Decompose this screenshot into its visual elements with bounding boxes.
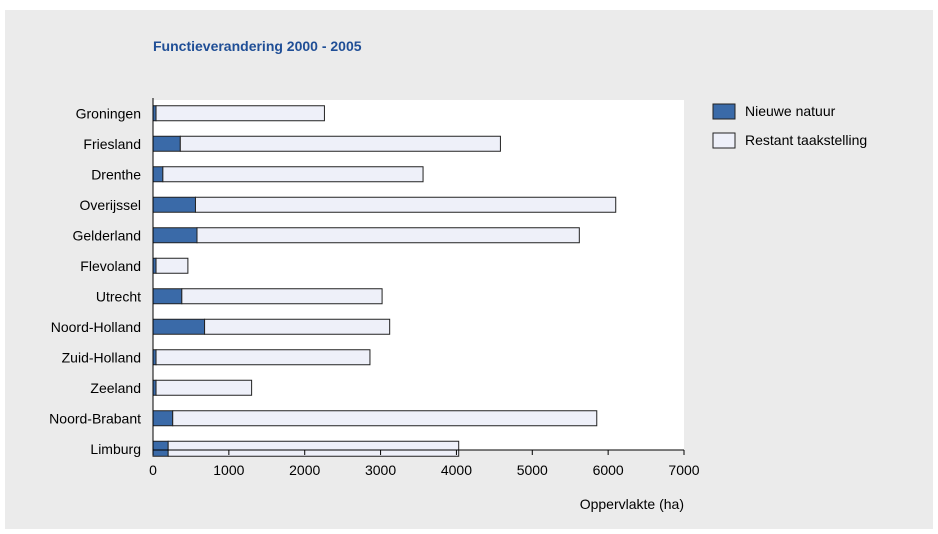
bar-limburg-restant-taakstelling (167, 440, 460, 457)
category-label-overijssel: Overijssel (80, 197, 141, 213)
chart-title: Functieverandering 2000 - 2005 (153, 38, 362, 54)
x-tick-label: 7000 (668, 462, 699, 478)
category-label-drenthe: Drenthe (91, 166, 141, 182)
legend: Nieuwe natuur Restant taakstelling (712, 103, 867, 149)
plot-area (153, 100, 684, 450)
bar-overijssel-restant-taakstelling (194, 196, 617, 213)
bar-flevoland-restant-taakstelling (155, 257, 189, 274)
x-tick-label: 6000 (593, 462, 624, 478)
bar-friesland-nieuwe-natuur (152, 135, 181, 152)
x-axis: 0 1000 2000 3000 4000 5000 6000 7000 (149, 98, 700, 478)
category-label-flevoland: Flevoland (80, 258, 141, 274)
bar-noord-brabant-nieuwe-natuur (152, 410, 174, 427)
bar-drenthe-restant-taakstelling (162, 166, 424, 183)
x-tick-label: 2000 (289, 462, 320, 478)
x-tick-label: 5000 (517, 462, 548, 478)
category-labels: Groningen Friesland Drenthe Overijssel Gelde… (49, 105, 141, 457)
bar-groningen-restant-taakstelling (155, 105, 325, 122)
bar-gelderland-restant-taakstelling (196, 227, 580, 244)
legend-label-restant-taakstelling: Restant taakstelling (745, 132, 867, 148)
bar-utrecht-restant-taakstelling (181, 288, 383, 305)
bar-utrecht-nieuwe-natuur (152, 288, 183, 305)
bar-noord-brabant-restant-taakstelling (172, 410, 598, 427)
bar-noord-holland-nieuwe-natuur (152, 318, 206, 335)
category-label-friesland: Friesland (83, 136, 141, 152)
x-axis-title: Oppervlakte (ha) (580, 496, 684, 512)
category-label-groningen: Groningen (76, 105, 141, 121)
bar-noord-holland-restant-taakstelling (204, 318, 391, 335)
category-label-utrecht: Utrecht (96, 288, 141, 304)
bars (152, 105, 617, 457)
category-label-noord-holland: Noord-Holland (51, 319, 141, 335)
x-tick-label: 1000 (213, 462, 244, 478)
x-tick-label: 0 (149, 462, 157, 478)
x-tick-label: 4000 (441, 462, 472, 478)
legend-swatch-nieuwe-natuur (712, 103, 736, 120)
legend-swatch-restant-taakstelling (712, 132, 736, 149)
bar-zuid-holland-restant-taakstelling (155, 349, 371, 366)
category-label-noord-brabant: Noord-Brabant (49, 410, 141, 426)
category-label-zuid-holland: Zuid-Holland (62, 349, 141, 365)
category-label-limburg: Limburg (90, 441, 141, 457)
category-label-gelderland: Gelderland (73, 227, 142, 243)
x-tick-label: 3000 (365, 462, 396, 478)
bar-zeeland-restant-taakstelling (155, 379, 253, 396)
bar-limburg-nieuwe-natuur (152, 440, 169, 457)
bar-drenthe-nieuwe-natuur (152, 166, 164, 183)
bar-overijssel-nieuwe-natuur (152, 196, 196, 213)
bar-gelderland-nieuwe-natuur (152, 227, 198, 244)
category-label-zeeland: Zeeland (90, 380, 141, 396)
bar-friesland-restant-taakstelling (179, 135, 501, 152)
legend-label-nieuwe-natuur: Nieuwe natuur (745, 103, 836, 119)
